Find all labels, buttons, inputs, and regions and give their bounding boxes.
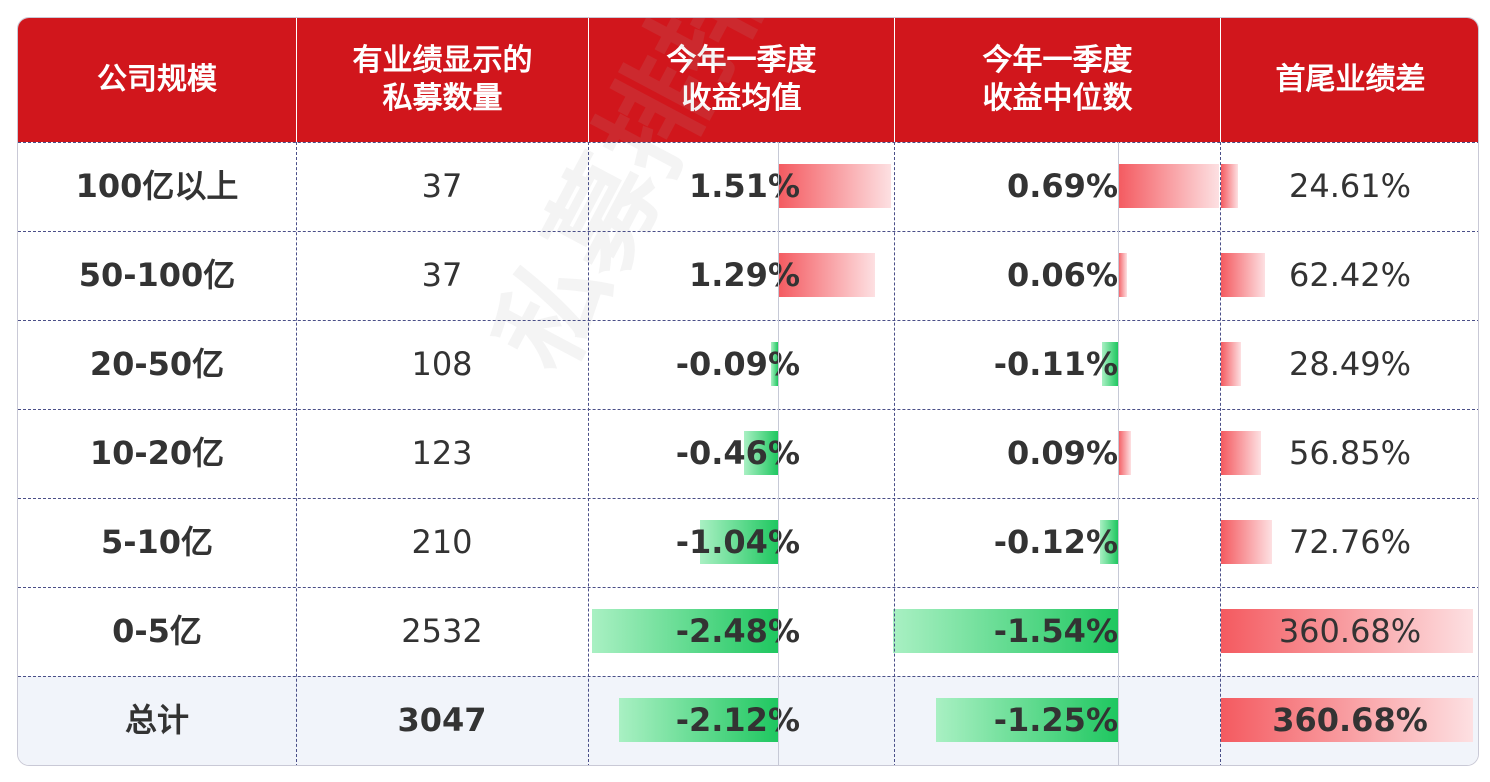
spread-bar	[1221, 253, 1265, 297]
row-divider	[18, 231, 1478, 232]
spread-label: 28.49%	[1288, 345, 1411, 383]
mean-return-label: -2.12%	[675, 701, 800, 739]
mean-return-label: -2.48%	[675, 612, 800, 650]
row-divider	[18, 498, 1478, 499]
column-header-4: 首尾业绩差	[1220, 18, 1478, 142]
fund-count-value: 108	[411, 345, 473, 383]
company-scale-label: 0-5亿	[112, 612, 202, 650]
spread-bar	[1221, 342, 1241, 386]
table-row: 10-20亿 123 -0.46% 0.09% 56.85%	[18, 409, 1478, 498]
zero-axis-line	[778, 142, 779, 765]
row-divider	[18, 409, 1478, 410]
fund-count-value: 37	[421, 167, 463, 205]
median-bar	[1118, 164, 1219, 208]
zero-axis-line	[1118, 142, 1119, 765]
spread-bar	[1221, 609, 1474, 653]
column-header-label: 今年一季度 收益均值	[666, 43, 817, 116]
column-header-2: 今年一季度 收益均值	[588, 18, 894, 142]
column-divider	[1220, 142, 1221, 765]
mean-bar	[771, 342, 778, 386]
mean-bar	[743, 431, 778, 475]
median-return-label: -1.25%	[993, 701, 1118, 739]
spread-bar	[1221, 431, 1261, 475]
mean-bar	[592, 609, 778, 653]
row-divider	[18, 587, 1478, 588]
company-scale-label: 10-20亿	[89, 434, 225, 472]
spread-label: 56.85%	[1288, 434, 1411, 472]
table-row: 100亿以上 37 1.51% 0.69% 24.61%	[18, 142, 1478, 231]
spread-bar	[1221, 698, 1474, 742]
spread-bar	[1221, 520, 1272, 564]
table-row: 5-10亿 210 -1.04% -0.12% 72.76%	[18, 498, 1478, 587]
spread-label: 360.68%	[1272, 701, 1428, 739]
mean-bar	[700, 520, 778, 564]
fund-count-value: 37	[421, 256, 463, 294]
spread-label: 62.42%	[1288, 256, 1411, 294]
column-header-label: 今年一季度 收益中位数	[982, 43, 1133, 116]
table-header: 公司规模 有业绩显示的 私募数量 今年一季度 收益均值 今年一季度 收益中位数 首尾业绩…	[18, 18, 1478, 142]
mean-return-label: -0.46%	[675, 434, 800, 472]
table-row: 20-50亿 108 -0.09% -0.11% 28.49%	[18, 320, 1478, 409]
median-return-label: 0.09%	[1006, 434, 1118, 472]
column-divider	[296, 142, 297, 765]
mean-bar	[778, 253, 875, 297]
row-divider	[18, 142, 1478, 143]
column-header-label: 有业绩显示的 私募数量	[352, 43, 533, 116]
fund-count-value: 2532	[401, 612, 483, 650]
spread-label: 72.76%	[1288, 523, 1411, 561]
spread-label: 360.68%	[1278, 612, 1422, 650]
median-bar	[1118, 253, 1127, 297]
company-scale-label: 50-100亿	[78, 256, 236, 294]
row-divider	[18, 676, 1478, 677]
column-divider	[894, 142, 895, 765]
mean-bar	[619, 698, 778, 742]
median-bar	[1118, 431, 1132, 475]
median-bar	[1100, 520, 1118, 564]
median-return-label: 0.69%	[1006, 167, 1118, 205]
fund-count-value: 123	[411, 434, 473, 472]
performance-table: 公司规模 有业绩显示的 私募数量 今年一季度 收益均值 今年一季度 收益中位数 首尾业绩…	[17, 17, 1479, 766]
mean-return-label: -1.04%	[675, 523, 800, 561]
row-divider	[18, 320, 1478, 321]
company-scale-label: 100亿以上	[75, 167, 239, 205]
median-bar	[935, 698, 1118, 742]
median-return-label: -0.11%	[993, 345, 1118, 383]
mean-bar	[778, 164, 892, 208]
company-scale-label: 20-50亿	[89, 345, 225, 383]
median-return-label: -1.54%	[993, 612, 1118, 650]
mean-return-label: -0.09%	[675, 345, 800, 383]
table-row: 总计 3047 -2.12% -1.25% 360.68%	[18, 676, 1478, 765]
table-body: 100亿以上 37 1.51% 0.69% 24.61% 50-100亿 37 1.29% 0.…	[18, 142, 1478, 765]
company-scale-label: 总计	[124, 701, 189, 739]
fund-count-value: 3047	[397, 701, 487, 739]
spread-label: 24.61%	[1288, 167, 1411, 205]
mean-return-label: 1.29%	[688, 256, 800, 294]
table-row: 0-5亿 2532 -2.48% -1.54% 360.68%	[18, 587, 1478, 676]
column-header-0: 公司规模	[18, 18, 296, 142]
column-divider	[588, 142, 589, 765]
company-scale-label: 5-10亿	[100, 523, 214, 561]
table-row: 50-100亿 37 1.29% 0.06% 62.42%	[18, 231, 1478, 320]
median-return-label: -0.12%	[993, 523, 1118, 561]
column-header-3: 今年一季度 收益中位数	[894, 18, 1220, 142]
median-bar	[1101, 342, 1118, 386]
fund-count-value: 210	[411, 523, 473, 561]
spread-bar	[1221, 164, 1239, 208]
mean-return-label: 1.51%	[688, 167, 800, 205]
column-header-label: 首尾业绩差	[1275, 62, 1426, 97]
column-header-1: 有业绩显示的 私募数量	[296, 18, 588, 142]
column-header-label: 公司规模	[97, 62, 217, 97]
median-bar	[893, 609, 1118, 653]
median-return-label: 0.06%	[1006, 256, 1118, 294]
